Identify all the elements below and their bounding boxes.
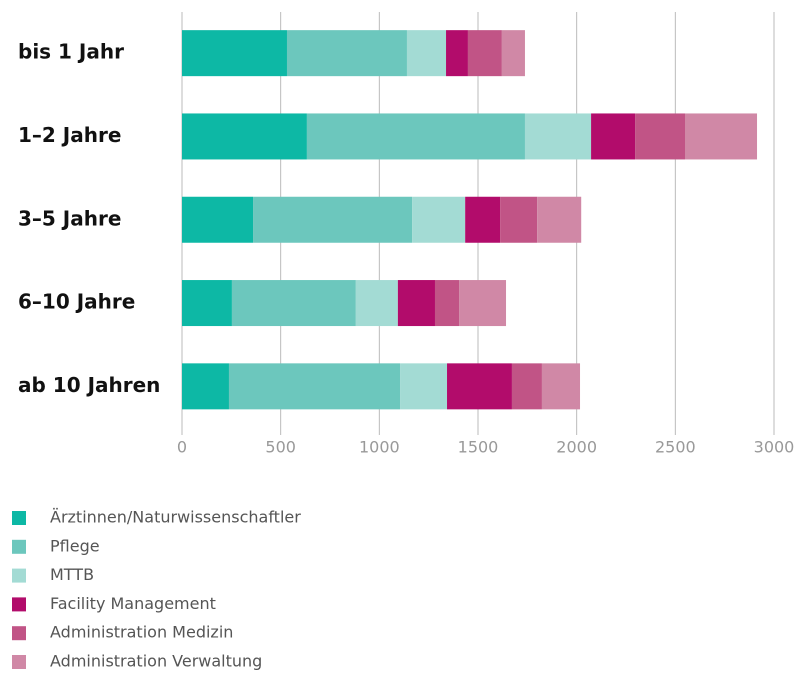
bar-segment <box>231 280 356 327</box>
bar-segment <box>182 280 232 327</box>
bar-segment <box>406 30 447 77</box>
x-tick-label: 500 <box>265 438 296 457</box>
legend-swatch <box>12 626 26 641</box>
legend-label: Pflege <box>50 536 100 555</box>
legend-label: Administration Verwaltung <box>50 652 262 671</box>
bar-segment <box>501 30 525 77</box>
bar-segment <box>253 196 413 243</box>
x-tick-label: 2000 <box>556 438 597 457</box>
category-label: ab 10 Jahren <box>18 373 160 397</box>
bar-segment <box>500 196 538 243</box>
bar-segment <box>447 363 512 410</box>
bar-segment <box>635 113 686 160</box>
legend-label: Administration Medizin <box>50 623 233 642</box>
category-label: 1–2 Jahre <box>18 123 121 147</box>
bar-segment <box>182 196 254 243</box>
bar-segment <box>400 363 448 410</box>
bar-segment <box>434 280 460 327</box>
bar-segment <box>355 280 398 327</box>
bar-segment <box>397 280 435 327</box>
legend-swatch <box>12 597 26 612</box>
x-tick-label: 1000 <box>359 438 400 457</box>
x-tick-label: 0 <box>177 438 187 457</box>
bar-segment <box>228 363 401 410</box>
x-tick-label: 2500 <box>655 438 696 457</box>
bar-segment <box>412 196 466 243</box>
category-label: bis 1 Jahr <box>18 40 124 64</box>
legend-swatch <box>12 655 26 669</box>
bar-segment <box>541 363 581 410</box>
legend-label: Facility Management <box>50 594 216 613</box>
legend-label: MTTB <box>50 565 94 584</box>
bar-segment <box>591 113 636 160</box>
legend-swatch <box>12 568 26 583</box>
x-tick-label: 1500 <box>458 438 499 457</box>
bar-segment <box>685 113 758 160</box>
bar-segment <box>306 113 525 160</box>
category-label: 6–10 Jahre <box>18 290 135 314</box>
bar-segment <box>465 196 501 243</box>
legend-swatch <box>12 511 26 525</box>
legend-swatch <box>12 539 26 554</box>
bar-segment <box>524 113 592 160</box>
bar-segment <box>511 363 542 410</box>
bar-segment <box>182 363 229 410</box>
x-tick-label: 3000 <box>754 438 795 457</box>
bar-segment <box>286 30 407 77</box>
bar-segment <box>537 196 582 243</box>
bar-segment <box>467 30 502 77</box>
bar-segment <box>459 280 507 327</box>
bar-segment <box>182 113 307 160</box>
category-label: 3–5 Jahre <box>18 206 121 230</box>
legend-label: Ärztinnen/Naturwissenschaftler <box>50 508 301 527</box>
bar-segment <box>182 30 287 77</box>
bar-segment <box>446 30 468 77</box>
